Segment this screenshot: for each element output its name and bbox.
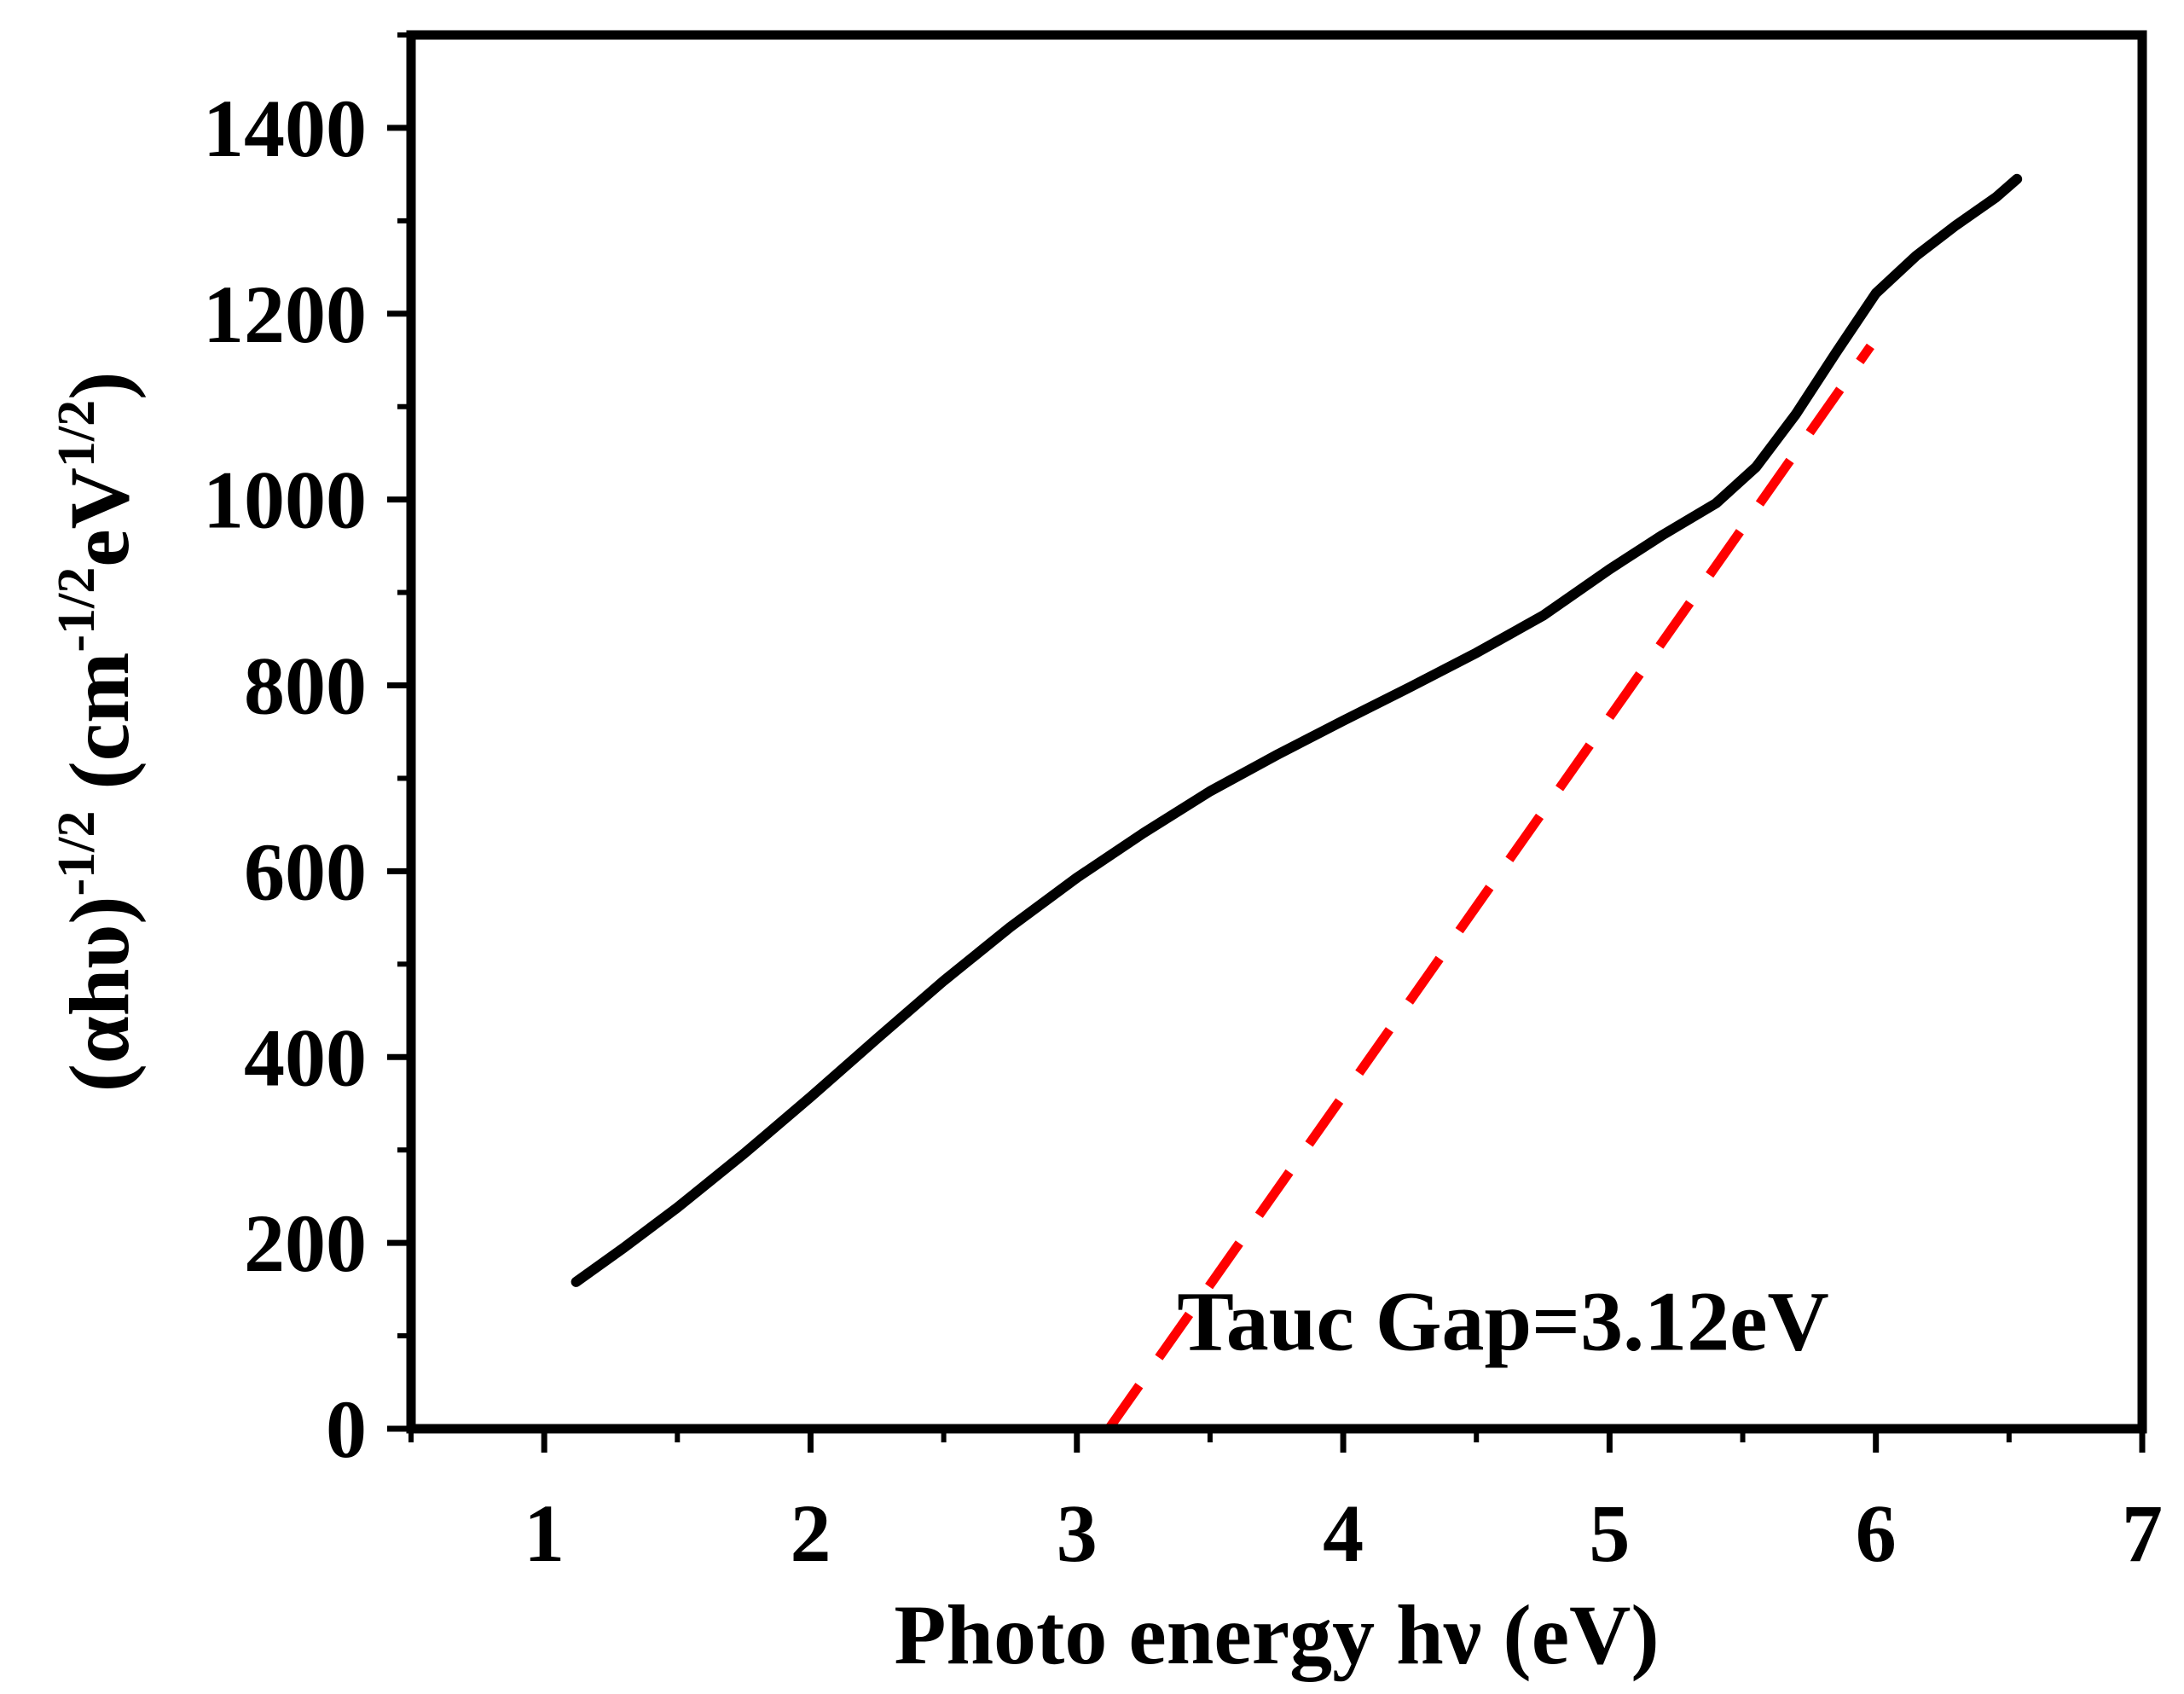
x-tick-label-3: 3 (1057, 1488, 1098, 1579)
y-tick-label-200: 200 (244, 1198, 367, 1289)
x-tick-label-4: 4 (1323, 1488, 1364, 1579)
y-axis-title-exponent-1: -1/2 (48, 811, 106, 896)
y-axis-title-exponent-3: 1/2 (48, 400, 106, 467)
y-tick-label-800: 800 (244, 641, 367, 732)
y-tick-label-1200: 1200 (203, 269, 367, 360)
y-axis-title-unit-ev: eV (52, 467, 147, 567)
y-tick-label-600: 600 (244, 826, 367, 917)
x-axis-ticks: 1 2 3 4 5 6 7 (408, 1429, 2163, 1579)
y-axis-title: (αhυ)-1/2 (cm-1/2eV1/2) (48, 372, 147, 1093)
x-tick-label-5: 5 (1589, 1488, 1630, 1579)
y-axis-ticks: 0 200 400 600 800 1000 1200 1400 (203, 32, 411, 1475)
y-axis-title-close: ) (52, 372, 147, 400)
plot-area-frame (406, 30, 2147, 1434)
x-tick-label-6: 6 (1856, 1488, 1897, 1579)
y-tick-label-1400: 1400 (203, 83, 367, 174)
y-tick-label-1000: 1000 (203, 455, 367, 546)
marks-layer (571, 173, 2023, 1432)
tauc-curve-line (571, 173, 2023, 1287)
x-tick-label-2: 2 (790, 1488, 831, 1579)
x-tick-label-7: 7 (2122, 1488, 2163, 1579)
x-tick-label-1: 1 (524, 1488, 565, 1579)
tauc-gap-annotation: Tauc Gap=3.12eV (1177, 1273, 1829, 1368)
y-axis-title-unit: (cm (52, 653, 147, 811)
y-axis-title-base: (αhυ) (52, 896, 147, 1092)
y-tick-label-0: 0 (326, 1384, 367, 1475)
x-axis-title: Photo energy hν (eV) (894, 1587, 1659, 1682)
y-tick-label-400: 400 (244, 1012, 367, 1103)
red-dashed-fit-line (1104, 343, 1874, 1432)
y-axis-title-exponent-2: -1/2 (48, 567, 106, 653)
